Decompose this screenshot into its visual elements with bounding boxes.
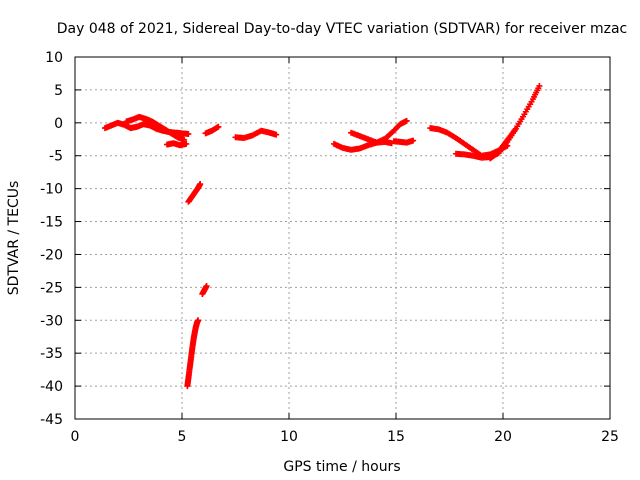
y-tick-label: -15	[40, 215, 63, 231]
chart-title: Day 048 of 2021, Sidereal Day-to-day VTE…	[57, 21, 627, 37]
series-arc-8	[232, 127, 280, 141]
y-tick-label: 10	[45, 50, 63, 66]
x-tick-label: 10	[280, 429, 298, 445]
series-arc-5	[199, 283, 210, 297]
x-axis-label: GPS time / hours	[283, 459, 400, 475]
y-tick-label: -40	[40, 379, 63, 395]
data-point	[403, 117, 410, 124]
y-tick-label: -10	[40, 182, 63, 198]
data-point	[410, 137, 417, 144]
x-tick-label: 20	[494, 429, 512, 445]
data-point	[183, 140, 190, 147]
data-point	[512, 125, 519, 132]
x-tick-label: 0	[71, 429, 80, 445]
data-point	[273, 131, 280, 138]
y-tick-label: 5	[54, 83, 63, 99]
y-tick-label: -35	[40, 346, 63, 362]
x-tick-label: 15	[387, 429, 405, 445]
series-arc-10	[348, 117, 410, 146]
plot-frame	[74, 56, 611, 420]
series-arc-14	[487, 125, 519, 162]
label-layer: 0 5 10 15 20 25 10 5 0 -5 -10 -15 -20 -25 -30 -35 -40 -45	[40, 50, 619, 445]
data-layer	[101, 82, 543, 390]
data-point	[215, 123, 222, 130]
y-tick-label: -25	[40, 280, 63, 296]
y-tick-label: -5	[49, 149, 63, 165]
x-tick-label: 5	[178, 429, 187, 445]
data-point	[203, 283, 210, 290]
series-arc-7	[202, 123, 222, 137]
data-point	[185, 131, 192, 138]
data-point	[536, 82, 543, 89]
y-tick-label: -45	[40, 412, 63, 428]
series-arc-3	[164, 140, 190, 149]
series-arc-2	[123, 113, 188, 143]
y-axis-label: SDTVAR / TECUs	[6, 181, 22, 296]
data-point	[195, 317, 202, 324]
series-arc-4	[185, 181, 204, 205]
y-tick-label: -20	[40, 247, 63, 263]
data-point	[197, 181, 204, 188]
y-tick-label: 0	[54, 116, 63, 132]
x-tick-label: 25	[601, 429, 619, 445]
series-arc-6	[184, 317, 202, 390]
series-arc-11	[390, 137, 417, 146]
y-tick-label: -30	[40, 313, 63, 329]
